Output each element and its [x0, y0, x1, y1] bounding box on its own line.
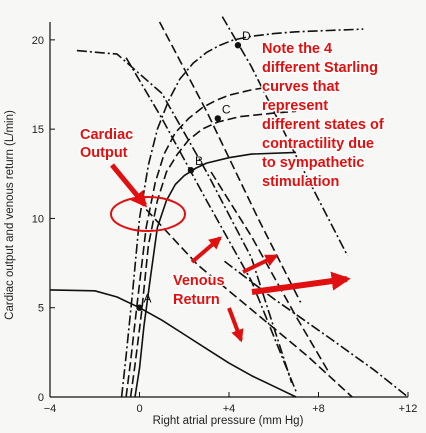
- x-tick-label: +8: [312, 403, 325, 415]
- curve-3: [224, 260, 409, 398]
- y-ticks: 0 5 10 15 20: [32, 35, 55, 404]
- point-a-label: A: [144, 292, 152, 306]
- starling-note-line-8: stimulation: [262, 174, 339, 190]
- venous-return-annotation: Venous Return: [172, 236, 351, 343]
- curve-2: [145, 208, 353, 398]
- curve-7: [158, 21, 302, 303]
- y-tick-label: 10: [32, 213, 44, 225]
- starling-note-line-4: represent: [262, 98, 328, 114]
- cardiac-output-ellipse: [110, 196, 186, 232]
- point-b-label: B: [195, 154, 203, 168]
- cardiac-output-label-line-2: Output: [80, 145, 128, 161]
- y-tick-label: 0: [38, 392, 44, 404]
- x-ticks: −4 0 +4 +8 +12: [44, 392, 418, 415]
- y-axis-title: Cardiac output and venous return (L/min): [4, 110, 16, 320]
- starling-note-line-6: contractility due: [262, 136, 374, 152]
- starling-note-line-7: to sympathetic: [262, 155, 364, 171]
- cardiac-output-annotation: Cardiac Output: [79, 126, 186, 232]
- curve-5: [210, 171, 331, 375]
- venous-return-label-line-1: Venous: [173, 273, 225, 289]
- curve-10: [129, 110, 297, 398]
- x-tick-label: +4: [223, 403, 236, 415]
- x-axis-title: Right atrial pressure (mm Hg): [153, 415, 304, 427]
- starling-note-line-2: different Starling: [262, 60, 378, 76]
- starling-note-line-3: curves that: [262, 79, 340, 95]
- curve-6: [76, 49, 293, 383]
- points: A B C D: [136, 29, 251, 311]
- point-d-label: D: [242, 29, 251, 43]
- curve-1: [49, 289, 297, 398]
- venous-return-label-line-2: Return: [173, 292, 220, 308]
- y-tick-label: 15: [32, 124, 44, 136]
- curve-9: [134, 151, 297, 398]
- point-b-marker: [187, 167, 195, 174]
- venous-return-arrow-1: [190, 236, 222, 264]
- point-c-marker: [214, 115, 222, 122]
- cardiac-output-arrow: [110, 163, 148, 208]
- curve-4: [125, 57, 297, 392]
- point-a-marker: [136, 304, 143, 311]
- y-tick-label: 20: [32, 35, 44, 47]
- venous-return-arrow-3: [251, 271, 351, 295]
- starling-note-line-5: different states of: [262, 117, 384, 133]
- venous-return-arrow-2: [242, 254, 279, 274]
- venous-return-arrow-4: [227, 307, 244, 343]
- x-tick-label: 0: [136, 403, 142, 415]
- starling-note-line-1: Note the 4: [262, 41, 332, 57]
- y-tick-label: 5: [38, 303, 44, 315]
- cardiac-output-label-line-1: Cardiac: [80, 127, 133, 143]
- x-tick-label: +12: [399, 403, 418, 415]
- starling-note: Note the 4 different Starling curves tha…: [261, 40, 386, 192]
- point-d-marker: [234, 42, 242, 49]
- point-c-label: C: [222, 102, 231, 116]
- x-tick-label: −4: [44, 403, 57, 415]
- curve-11: [125, 83, 297, 398]
